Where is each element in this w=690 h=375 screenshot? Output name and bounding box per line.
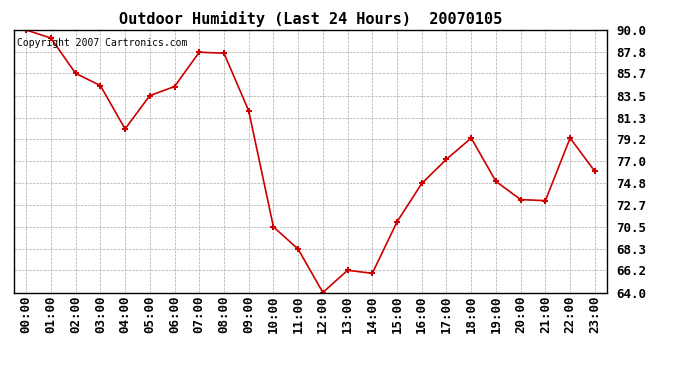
Title: Outdoor Humidity (Last 24 Hours)  20070105: Outdoor Humidity (Last 24 Hours) 2007010… [119, 12, 502, 27]
Text: Copyright 2007 Cartronics.com: Copyright 2007 Cartronics.com [17, 38, 187, 48]
